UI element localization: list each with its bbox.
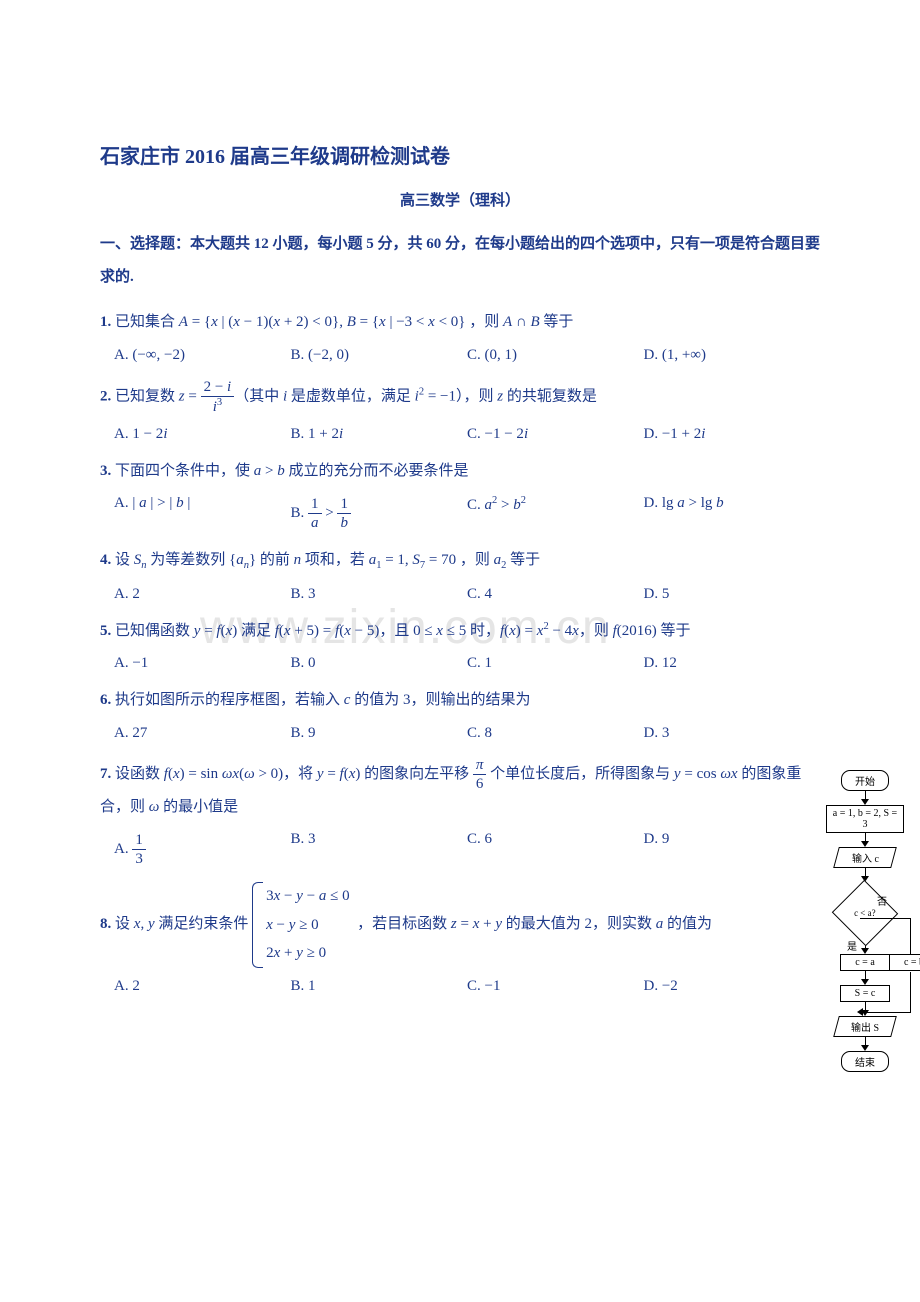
question-2: 2. 已知复数 z = 2 − ii3（其中 i 是虚数单位，满足 i2 = −… [100,378,820,416]
question-8-option-C: C. −1 [467,978,644,995]
section-header: 一、选择题：本大题共 12 小题，每小题 5 分，共 60 分，在每小题给出的四… [100,228,820,294]
question-7-options: A. 13B. 3C. 6D. 9 [100,831,820,868]
question-4-option-D: D. 5 [644,586,821,603]
question-5: 5. 已知偶函数 y = f(x) 满足 f(x + 5) = f(x − 5)… [100,617,820,646]
flowchart-output: 输出 S [833,1016,897,1037]
question-1-option-B: B. (−2, 0) [291,347,468,364]
question-6-option-B: B. 9 [291,725,468,742]
question-6-option-C: C. 8 [467,725,644,742]
flowchart-input: 输入 c [833,847,897,868]
question-5-option-D: D. 12 [644,655,821,672]
question-4-options: A. 2B. 3C. 4D. 5 [100,586,820,603]
flowchart-yes-label: 是 [847,938,857,953]
question-7-option-C: C. 6 [467,831,644,868]
question-4-option-B: B. 3 [291,586,468,603]
document-content: 石家庄市 2016 届高三年级调研检测试卷 高三数学（理科） 一、选择题：本大题… [100,140,820,995]
question-3-option-A: A. | a | > | b | [114,495,291,532]
question-8-options: A. 2B. 1C. −1D. −2 [100,978,820,995]
question-3: 3. 下面四个条件中，使 a > b 成立的充分而不必要条件是 [100,457,820,486]
flowchart-left-branch: c = a [840,954,890,971]
question-6-option-D: D. 3 [644,725,821,742]
flowchart-no-label: 否 [877,893,887,908]
question-2-options: A. 1 − 2iB. 1 + 2iC. −1 − 2iD. −1 + 2i [100,426,820,443]
flowchart-condition: c < a? [832,880,898,946]
question-5-option-C: C. 1 [467,655,644,672]
question-8-option-B: B. 1 [291,978,468,995]
flowchart-right-branch: c = b [889,954,920,971]
question-5-option-B: B. 0 [291,655,468,672]
question-4-option-A: A. 2 [114,586,291,603]
question-2-option-D: D. −1 + 2i [644,426,821,443]
question-7-option-A: A. 13 [114,831,291,868]
question-3-option-B: B. 1a > 1b [291,495,468,532]
question-1-option-C: C. (0, 1) [467,347,644,364]
question-1-options: A. (−∞, −2)B. (−2, 0)C. (0, 1)D. (1, +∞) [100,347,820,364]
question-2-option-B: B. 1 + 2i [291,426,468,443]
flowchart-assign: S = c [840,985,890,1002]
flowchart-start: 开始 [841,770,889,791]
question-4-option-C: C. 4 [467,586,644,603]
question-1-option-D: D. (1, +∞) [644,347,821,364]
question-1-option-A: A. (−∞, −2) [114,347,291,364]
question-6: 6. 执行如图所示的程序框图，若输入 c 的值为 3，则输出的结果为 [100,686,820,715]
question-5-options: A. −1B. 0C. 1D. 12 [100,655,820,672]
question-5-option-A: A. −1 [114,655,291,672]
question-2-option-A: A. 1 − 2i [114,426,291,443]
question-1: 1. 已知集合 A = {x | (x − 1)(x + 2) < 0}, B … [100,308,820,337]
flowchart-end: 结束 [841,1051,889,1072]
question-2-option-C: C. −1 − 2i [467,426,644,443]
question-6-option-A: A. 27 [114,725,291,742]
question-6-options: A. 27B. 9C. 8D. 3 [100,725,820,742]
question-3-options: A. | a | > | b |B. 1a > 1bC. a2 > b2D. l… [100,495,820,532]
flowchart-init: a = 1, b = 2, S = 3 [826,805,904,833]
question-3-option-D: D. lg a > lg b [644,495,821,532]
question-4: 4. 设 Sn 为等差数列 {an} 的前 n 项和，若 a1 = 1, S7 … [100,546,820,576]
flowchart: 开始 a = 1, b = 2, S = 3 输入 c c < a? 是 否 c… [790,770,910,1072]
question-3-option-C: C. a2 > b2 [467,495,644,532]
exam-subtitle: 高三数学（理科） [100,189,820,210]
question-7: 7. 设函数 f(x) = sin ωx(ω > 0)，将 y = f(x) 的… [100,756,820,822]
question-7-option-B: B. 3 [291,831,468,868]
question-8-option-A: A. 2 [114,978,291,995]
question-8: 8. 设 x, y 满足约束条件 3x − y − a ≤ 0x − y ≥ 0… [100,882,820,968]
exam-title: 石家庄市 2016 届高三年级调研检测试卷 [100,140,820,169]
